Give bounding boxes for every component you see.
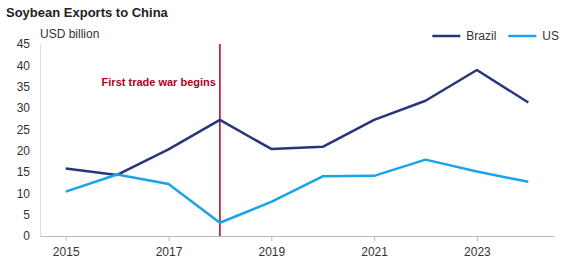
- y-tick-label: 0: [23, 229, 30, 243]
- y-axis-line: [40, 45, 41, 237]
- x-tick-mark: [477, 236, 478, 241]
- legend-label: US: [542, 29, 559, 43]
- x-tick: 2015: [53, 236, 80, 259]
- x-tick: 2019: [258, 236, 285, 259]
- annotation-label: First trade war begins: [102, 76, 216, 88]
- x-tick-mark: [169, 236, 170, 241]
- legend-swatch: [432, 35, 460, 38]
- x-tick-label: 2021: [361, 245, 388, 259]
- y-tick-label: 40: [17, 59, 31, 73]
- y-tick: 30: [17, 101, 40, 115]
- y-tick: 15: [17, 165, 40, 179]
- y-tick: 5: [23, 208, 40, 222]
- y-tick: 10: [17, 187, 40, 201]
- legend-label: Brazil: [466, 29, 496, 43]
- y-tick-label: 5: [23, 208, 30, 222]
- y-tick: 35: [17, 80, 40, 94]
- y-tick-label: 35: [17, 80, 31, 94]
- plot-area: [66, 44, 529, 236]
- legend-swatch: [508, 35, 536, 38]
- y-tick: 45: [17, 37, 40, 51]
- y-tick-label: 25: [17, 123, 31, 137]
- x-tick: 2017: [156, 236, 183, 259]
- annotation-line: [219, 44, 221, 236]
- series-line: [66, 160, 529, 223]
- y-tick: 20: [17, 144, 40, 158]
- x-axis: 2015 2017 2019 2021 2023: [41, 236, 555, 259]
- x-tick: 2023: [464, 236, 491, 259]
- y-tick-label: 20: [17, 144, 31, 158]
- x-tick-label: 2023: [464, 245, 491, 259]
- x-tick-mark: [271, 236, 272, 241]
- legend: US Brazil: [432, 29, 559, 43]
- y-tick: 0: [23, 229, 40, 243]
- chart: Soybean Exports to China USD billion 0 5 10 1…: [0, 0, 569, 279]
- x-tick-mark: [66, 236, 67, 241]
- series-line: [66, 70, 529, 175]
- y-tick-label: 10: [17, 187, 31, 201]
- y-tick-label: 30: [17, 101, 31, 115]
- x-tick: 2021: [361, 236, 388, 259]
- x-tick-mark: [374, 236, 375, 241]
- y-tick-label: 15: [17, 165, 31, 179]
- y-axis-title: USD billion: [40, 27, 99, 41]
- title: Soybean Exports to China: [6, 5, 169, 20]
- y-tick-label: 45: [17, 37, 31, 51]
- y-axis: 0 5 10 15 20 25 30 35 40 45: [17, 37, 41, 243]
- x-tick-label: 2017: [156, 245, 183, 259]
- x-tick-label: 2015: [53, 245, 80, 259]
- y-tick: 25: [17, 123, 40, 137]
- x-tick-label: 2019: [258, 245, 285, 259]
- y-tick: 40: [17, 59, 40, 73]
